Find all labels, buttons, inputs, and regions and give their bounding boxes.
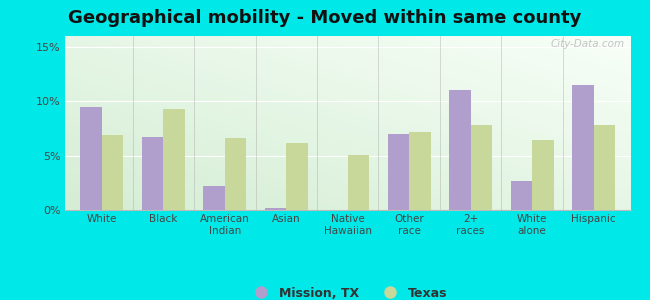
Bar [471,125,492,210]
Text: Geographical mobility - Moved within same county: Geographical mobility - Moved within sam… [68,9,582,27]
Bar [593,125,615,210]
Bar [511,181,532,210]
Bar [286,142,308,210]
Text: City-Data.com: City-Data.com [551,40,625,50]
Bar [532,140,554,210]
Bar [387,134,410,210]
Bar [163,109,185,210]
Bar [203,186,225,210]
Bar [142,137,163,210]
Bar [449,90,471,210]
Bar [348,154,369,210]
Bar [81,107,102,210]
Bar [102,135,124,210]
Bar [572,85,593,210]
Bar [265,208,286,210]
Legend: Mission, TX, Texas: Mission, TX, Texas [244,282,452,300]
Bar [410,132,431,210]
Bar [225,138,246,210]
